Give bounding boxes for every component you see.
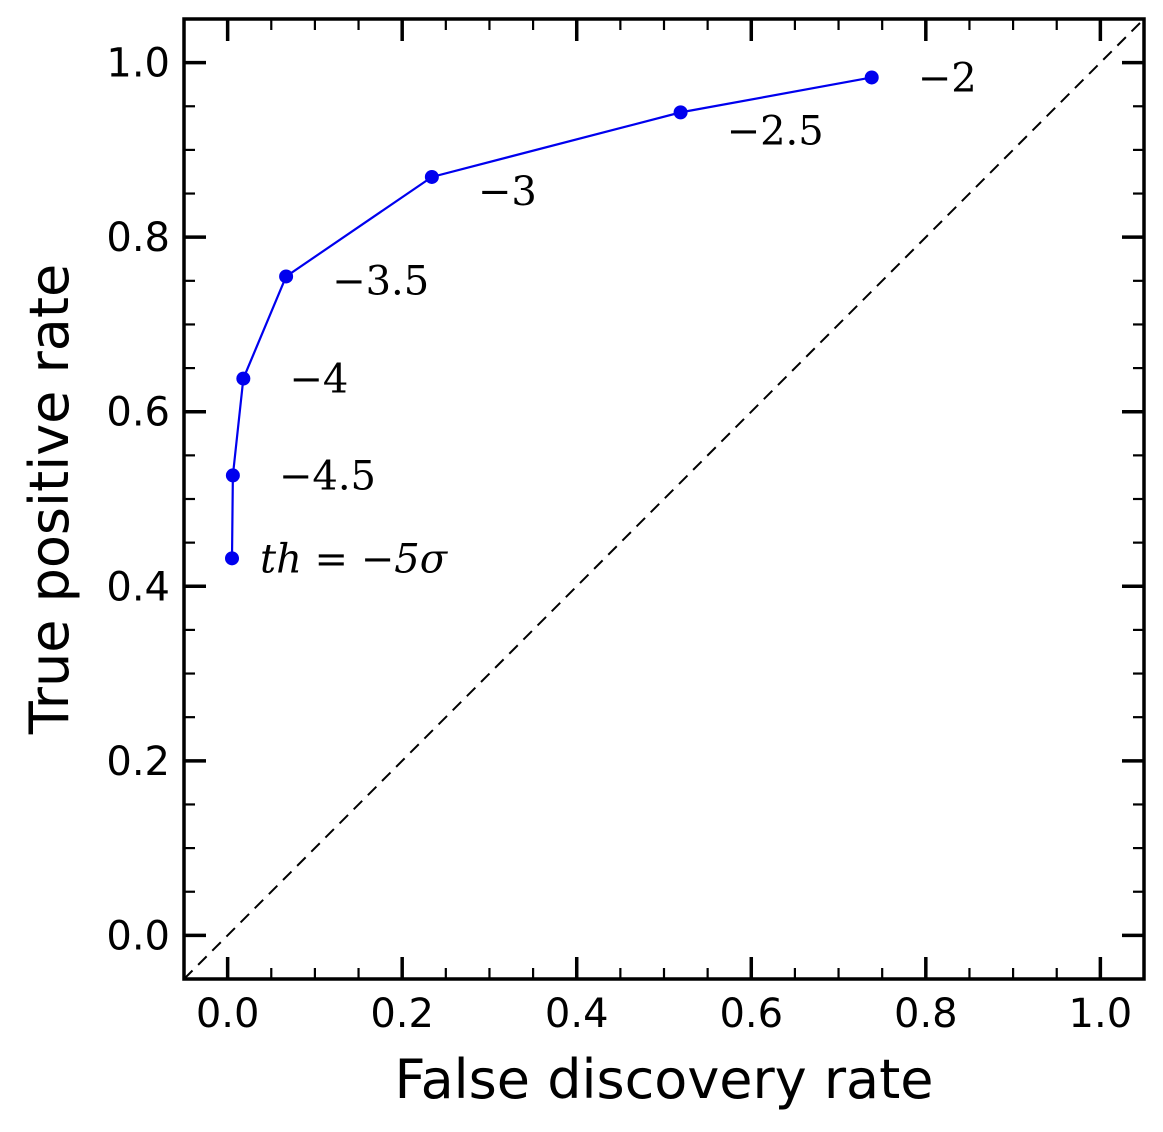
roc-point	[225, 468, 240, 483]
x-tick-label: 1.0	[1069, 991, 1133, 1037]
point-threshold-label: −4.5	[279, 453, 376, 499]
x-axis-title: False discovery rate	[394, 1048, 933, 1111]
point-threshold-label: th = −5σ	[260, 536, 449, 582]
y-axis-title: True positive rate	[18, 264, 81, 736]
point-threshold-label: −3.5	[332, 258, 429, 304]
roc-point	[864, 70, 879, 85]
y-tick-label: 1.0	[106, 41, 170, 87]
x-tick-label: 0.4	[545, 991, 609, 1037]
y-tick-label: 0.8	[106, 215, 170, 261]
y-tick-label: 0.6	[106, 390, 170, 436]
major-ticks	[184, 19, 1144, 979]
point-threshold-label: −2.5	[727, 108, 824, 154]
point-labels: th = −5σ −4.5 −4 −3.5 −3 −2.5 −2	[260, 55, 977, 582]
point-threshold-label: −3	[478, 169, 537, 215]
tick-labels: 0.0 0.2 0.4 0.6 0.8 1.0 0.0 0.2 0.4 0.6 0.8 1.0	[106, 41, 1132, 1037]
series-layer	[225, 70, 879, 566]
point-threshold-label: −4	[289, 357, 348, 403]
x-tick-label: 0.2	[370, 991, 434, 1037]
reference-diagonal	[183, 18, 1145, 980]
x-tick-label: 0.0	[196, 991, 260, 1037]
minor-ticks	[184, 19, 1144, 979]
y-tick-label: 0.0	[106, 913, 170, 959]
roc-point	[424, 169, 439, 184]
point-threshold-label: −2	[918, 55, 977, 101]
roc-point	[225, 551, 239, 566]
diagonal-reference-line	[183, 18, 1145, 980]
x-tick-label: 0.8	[894, 991, 958, 1037]
x-tick-label: 0.6	[719, 991, 783, 1037]
roc-point	[673, 105, 688, 120]
y-tick-label: 0.2	[106, 739, 170, 785]
y-tick-label: 0.4	[106, 564, 170, 610]
roc-point	[236, 371, 251, 386]
plot-frame	[182, 17, 1146, 981]
roc-point	[279, 269, 294, 284]
